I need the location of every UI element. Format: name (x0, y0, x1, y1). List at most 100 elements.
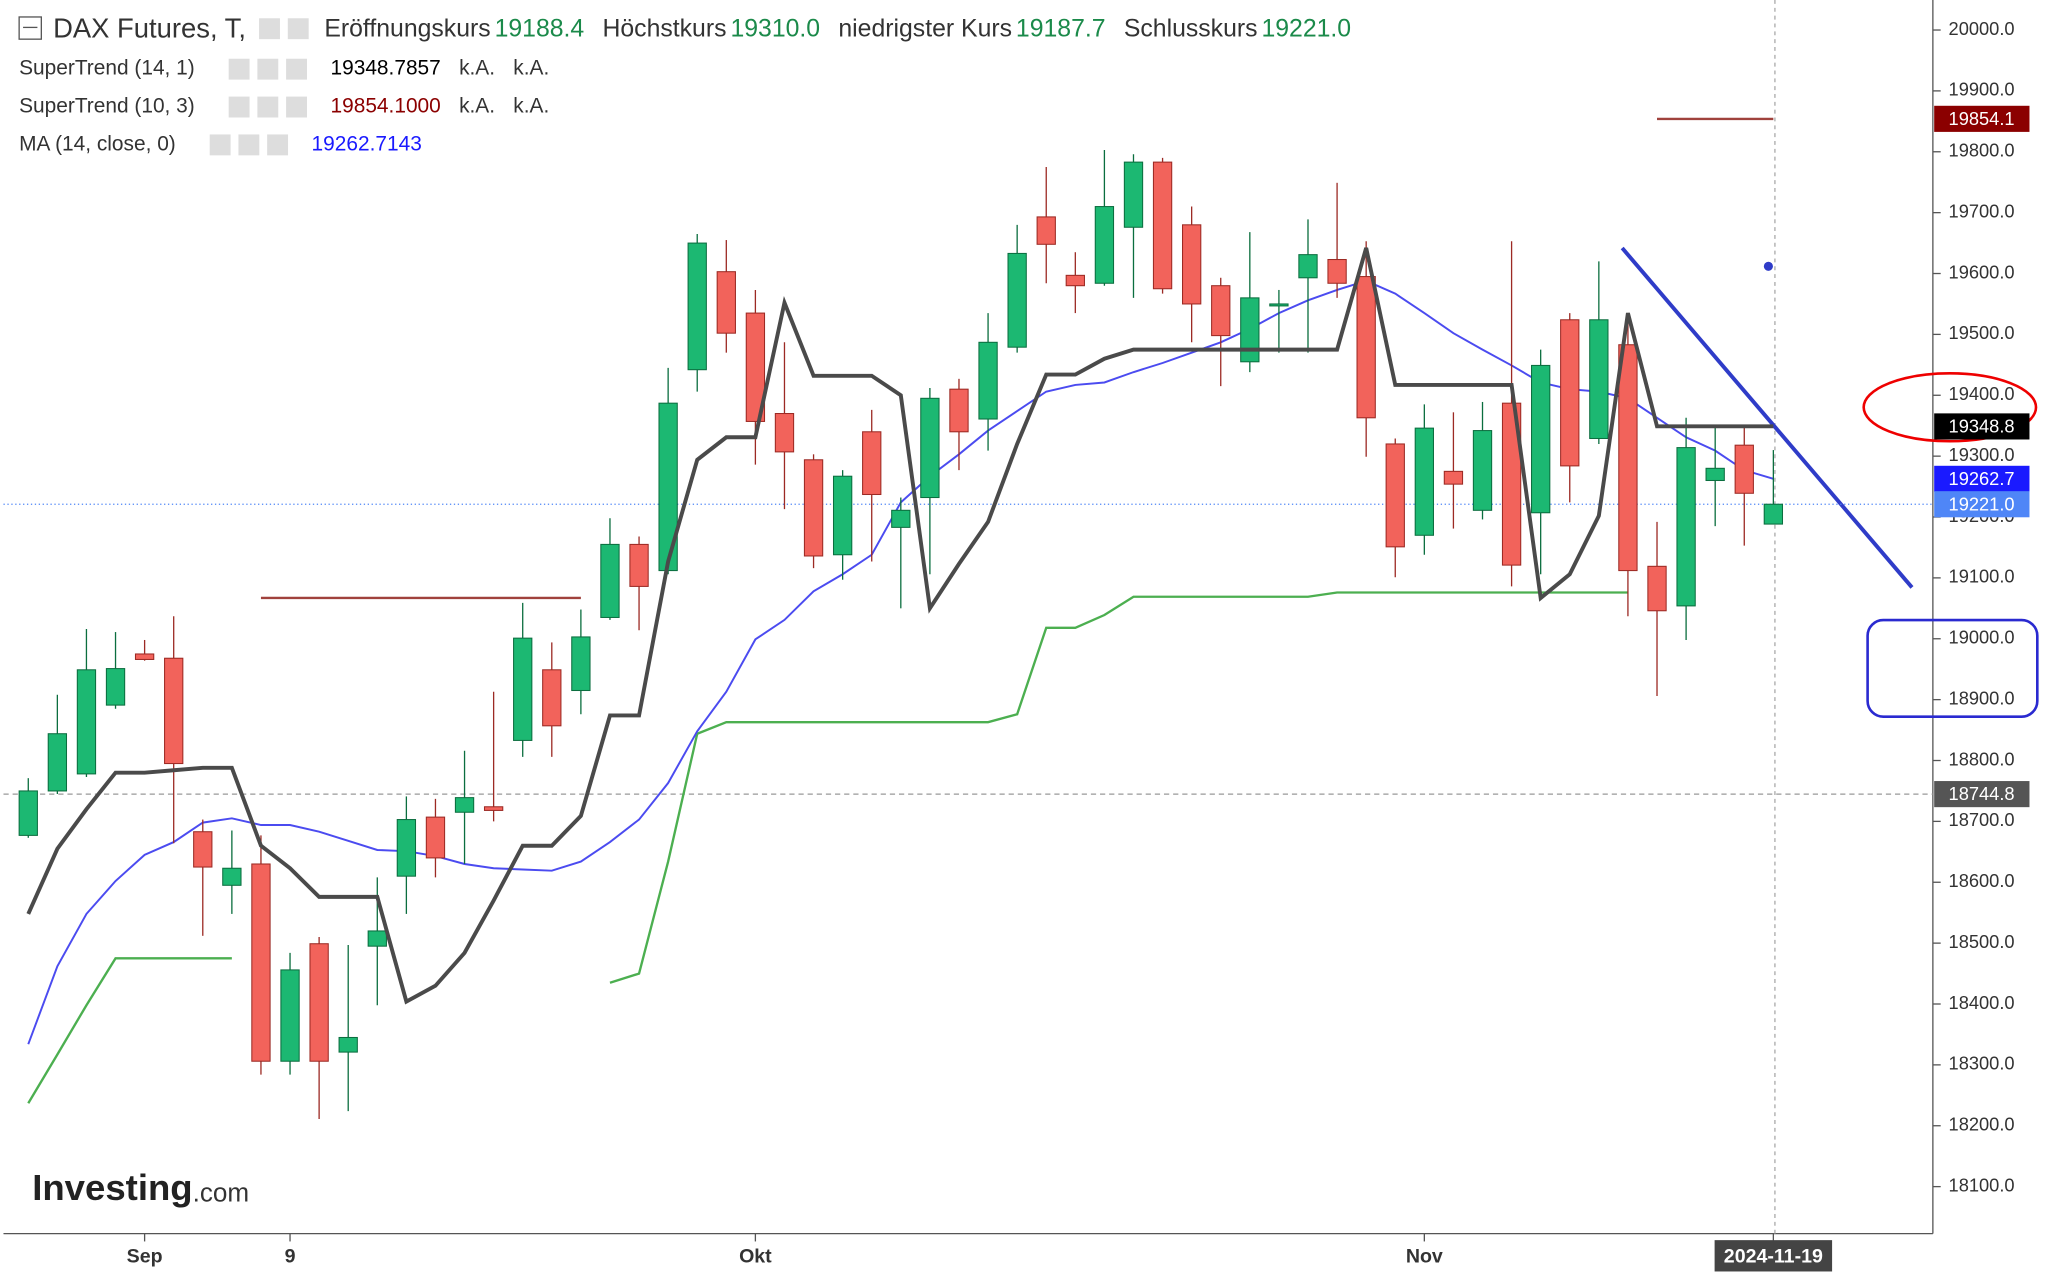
legend-icon (286, 58, 307, 80)
candle-body (542, 669, 562, 727)
legend-name: SuperTrend (10, 3) (19, 95, 195, 118)
header-value: 19187.7 (1016, 16, 1106, 43)
supertrend-line (26, 247, 1774, 1005)
candle-body (1152, 161, 1173, 290)
candle-body (1734, 444, 1754, 494)
y-tick-label: 18500.0 (1949, 931, 2015, 952)
candle-body (1443, 470, 1464, 485)
header-label: Schlusskurs (1124, 16, 1258, 43)
y-tick-label: 18900.0 (1949, 687, 2015, 708)
price-badge (1934, 781, 2030, 808)
candle-body (396, 819, 417, 877)
candle-body (1705, 467, 1725, 482)
y-tick-label: 18400.0 (1949, 992, 2015, 1013)
legend-extra: k.A. (459, 95, 495, 118)
candle-body (164, 657, 184, 765)
y-tick-label: 19600.0 (1949, 261, 2015, 282)
candle-body (1414, 427, 1434, 536)
y-tick-label: 19000.0 (1949, 627, 2015, 648)
y-tick-label: 19700.0 (1949, 200, 2015, 221)
candle-body (134, 653, 155, 660)
marker-dot (1763, 261, 1773, 271)
collapse-icon (18, 16, 42, 40)
legend-icon (209, 134, 231, 156)
y-tick-label: 19800.0 (1949, 140, 2015, 161)
candle-body (1298, 254, 1318, 279)
date-badge (1714, 1240, 1833, 1272)
candle-body (687, 242, 707, 371)
candle-body (774, 413, 795, 453)
candle-body (1676, 447, 1696, 607)
candle-body (367, 930, 387, 947)
candle-body (862, 431, 882, 496)
candle-body (803, 459, 824, 557)
legend-icon (228, 58, 250, 80)
candle-body (1356, 276, 1376, 419)
candle-body (1007, 252, 1027, 348)
candle-body (949, 388, 969, 433)
settings-icon (259, 18, 280, 40)
logo: Investing (32, 1167, 192, 1208)
candle-body (1269, 303, 1289, 307)
price-badge (1934, 105, 2030, 132)
legend-icon (267, 134, 289, 156)
supertrend-line (260, 117, 1774, 600)
candle-body (1501, 402, 1522, 566)
y-tick-label: 18600.0 (1949, 870, 2015, 891)
legend-name: SuperTrend (14, 1) (19, 57, 195, 80)
y-tick-label: 19100.0 (1949, 566, 2015, 587)
price-badge-label: 19221.0 (1949, 493, 2015, 514)
x-tick-label: 9 (285, 1245, 296, 1267)
price-badge-label: 18744.8 (1949, 783, 2015, 804)
candle-body (1763, 503, 1784, 525)
settings-icon (287, 18, 309, 40)
legend-icon (286, 96, 307, 118)
price-badge (1934, 491, 2030, 518)
legend-icon (257, 58, 279, 80)
candle-body (105, 668, 126, 706)
x-tick-label: Okt (739, 1245, 772, 1267)
price-badge-label: 19262.7 (1949, 468, 2015, 489)
candle-body (1123, 161, 1144, 228)
supertrend-line (27, 591, 1628, 1104)
candle-body (309, 943, 329, 1062)
candle-body (193, 831, 213, 868)
candle-body (513, 637, 533, 741)
y-tick-label: 18300.0 (1949, 1053, 2015, 1074)
candle-body (1531, 364, 1551, 514)
header-value: 19310.0 (730, 16, 820, 43)
candle-body (454, 797, 475, 813)
header-label: Höchstkurs (603, 16, 727, 43)
candle-body (1181, 224, 1202, 305)
legend-value: 19262.7143 (312, 132, 422, 155)
legend-extra: k.A. (513, 95, 549, 118)
price-badge (1934, 413, 2030, 440)
x-tick-label: Sep (127, 1245, 163, 1267)
candle-body (1618, 344, 1638, 572)
candle-body (1647, 565, 1667, 612)
y-tick-label: 20000.0 (1949, 18, 2015, 39)
header-label: niedrigster Kurs (838, 16, 1012, 43)
instrument: DAX Futures, T, (53, 12, 246, 43)
y-tick-label: 19400.0 (1949, 383, 2015, 404)
legend-icon (238, 134, 260, 156)
candle-body (280, 969, 300, 1062)
candle-body (920, 397, 940, 499)
candle-body (1385, 443, 1405, 548)
highlight-blue (1866, 618, 2039, 718)
legend-icon (257, 96, 279, 118)
candle-body (425, 816, 446, 859)
candle-body (629, 543, 649, 587)
candle-body (1036, 216, 1056, 245)
price-badge-label: 19348.8 (1949, 416, 2015, 437)
candle-body (483, 806, 504, 811)
candle-body (832, 475, 853, 556)
candle-body (1327, 258, 1347, 284)
y-tick-label: 19500.0 (1949, 322, 2015, 343)
y-tick-label: 18800.0 (1949, 748, 2015, 769)
highlight-red (1862, 372, 2038, 443)
header-value: 19188.4 (495, 16, 585, 43)
price-badge-label: 19854.1 (1949, 108, 2015, 129)
